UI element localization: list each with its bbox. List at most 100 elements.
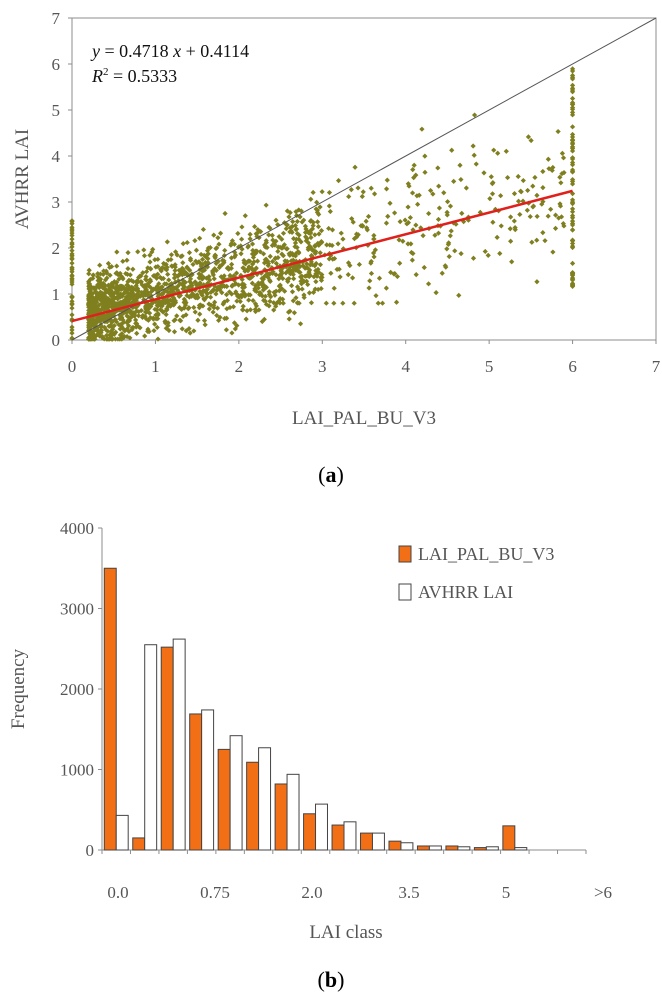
bar-avhrr (172, 638, 186, 851)
scatter-point (305, 281, 311, 288)
scatter-point (532, 174, 538, 181)
scatter-x-tick-label: 1 (151, 357, 160, 376)
scatter-point (224, 283, 230, 290)
scatter-point (485, 252, 491, 258)
scatter-point (405, 241, 411, 247)
scatter-point (312, 232, 318, 238)
scatter-point (69, 305, 75, 311)
scatter-point (134, 330, 140, 336)
scatter-point (104, 319, 110, 325)
scatter-point (569, 177, 576, 183)
histogram-x-tick-label: 0.75 (200, 883, 230, 902)
scatter-point (458, 176, 464, 183)
scatter-point (97, 271, 104, 277)
scatter-point (250, 297, 256, 304)
scatter-point (379, 300, 386, 306)
scatter-point (210, 268, 216, 274)
scatter-point (233, 270, 240, 276)
histogram-x-tick-label: 2.0 (301, 883, 322, 902)
scatter-point (100, 293, 106, 299)
scatter-point (294, 218, 300, 225)
scatter-point (145, 328, 151, 335)
scatter-point (275, 244, 281, 250)
scatter-point (439, 270, 445, 276)
scatter-point (286, 316, 292, 322)
bar-avhrr (144, 644, 158, 851)
scatter-point (354, 234, 360, 240)
scatter-y-tick-label: 5 (52, 101, 61, 120)
legend: LAI_PAL_BU_V3 AVHRR LAI (398, 544, 554, 602)
scatter-point (150, 315, 157, 321)
scatter-point (240, 265, 246, 271)
scatter-point (358, 223, 364, 229)
scatter-x-tick-label: 5 (485, 357, 494, 376)
scatter-point (426, 210, 432, 217)
scatter-point (186, 250, 193, 256)
scatter-point (360, 189, 366, 195)
scatter-point (315, 224, 322, 230)
scatter-point (202, 259, 209, 266)
scatter-point (280, 243, 286, 250)
scatter-point (549, 167, 555, 174)
scatter-point (101, 268, 107, 274)
scatter-point (397, 219, 403, 225)
scatter-point (557, 174, 563, 180)
scatter-point (113, 319, 119, 325)
scatter-point (287, 229, 293, 235)
histogram-y-tick-label: 4000 (60, 519, 94, 538)
scatter-point (471, 112, 478, 118)
scatter-point (221, 273, 227, 279)
scatter-point (112, 316, 119, 323)
scatter-point (555, 128, 561, 135)
scatter-point (118, 333, 125, 339)
scatter-point (281, 242, 287, 248)
scatter-point (556, 215, 562, 221)
scatter-point (435, 165, 441, 171)
scatter-point (284, 246, 290, 252)
scatter-point (512, 227, 518, 233)
scatter-point (123, 270, 129, 277)
scatter-point (271, 300, 277, 306)
scatter-point (569, 209, 576, 215)
scatter-point (188, 292, 194, 299)
scatter-point (160, 291, 166, 297)
scatter-point (147, 252, 153, 258)
scatter-point (497, 250, 503, 257)
scatter-point (371, 236, 377, 242)
scatter-point (557, 201, 563, 207)
scatter-point (97, 290, 103, 296)
scatter-point (143, 304, 149, 310)
scatter-point (569, 72, 576, 79)
scatter-point (168, 252, 175, 258)
scatter-point (157, 307, 164, 313)
scatter-point (530, 183, 536, 189)
scatter-point (504, 174, 511, 181)
scatter-point (165, 271, 171, 277)
scatter-point (511, 218, 517, 224)
scatter-point (270, 237, 276, 243)
scatter-point (319, 272, 325, 278)
scatter-point (257, 249, 263, 255)
scatter-point (286, 251, 292, 257)
scatter-point (94, 331, 101, 337)
scatter-point (540, 168, 546, 175)
scatter-point (146, 293, 153, 299)
scatter-point (115, 291, 121, 297)
scatter-point (313, 279, 319, 285)
bar-avhrr (371, 832, 385, 851)
scatter-point (309, 262, 315, 268)
scatter-point (275, 248, 281, 254)
scatter-point (569, 270, 576, 277)
scatter-point (108, 333, 114, 339)
scatter-point (224, 315, 230, 321)
scatter-point (133, 304, 139, 311)
scatter-point (289, 289, 296, 295)
scatter-point (187, 267, 193, 273)
scatter-point (557, 203, 564, 209)
scatter-point (534, 237, 540, 243)
scatter-point (111, 305, 117, 311)
bar-lai-pal (502, 825, 516, 851)
scatter-point (87, 330, 93, 337)
scatter-point (215, 235, 221, 241)
scatter-point (569, 260, 576, 266)
